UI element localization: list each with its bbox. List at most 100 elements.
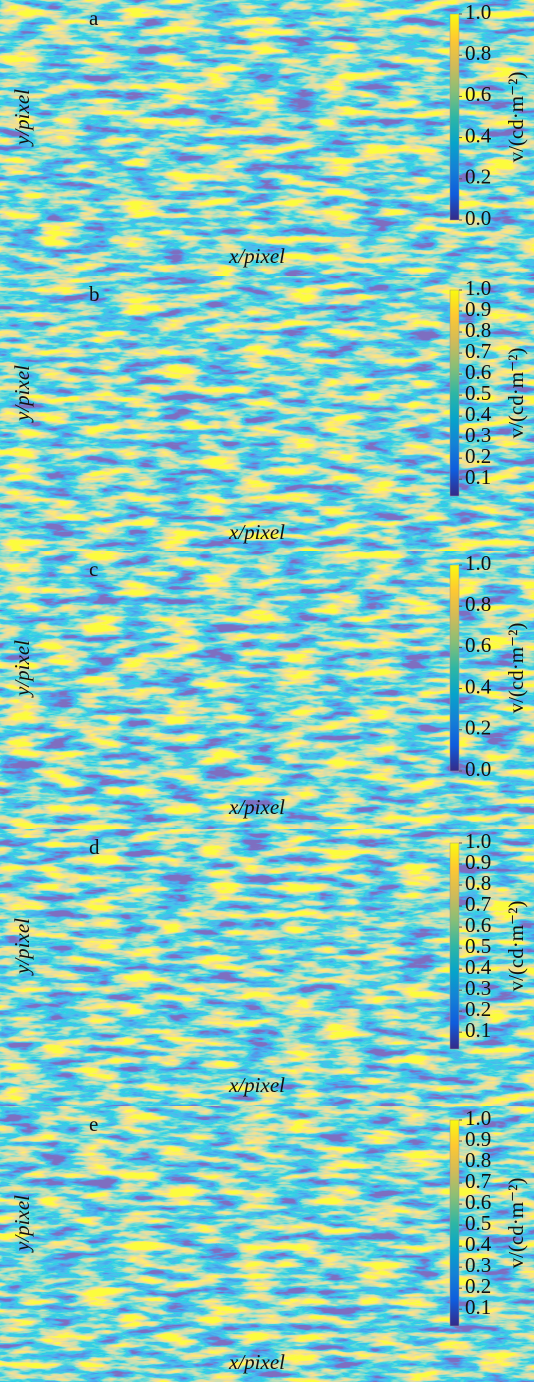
x-tick-label: 20 bbox=[130, 1326, 151, 1350]
colorbar-tick-label: 0.6 bbox=[465, 1190, 491, 1214]
x-tick-label: 40 bbox=[188, 496, 209, 520]
y-axis-label: y/pixel bbox=[10, 640, 34, 698]
colorbar-tick-label: 0.2 bbox=[465, 444, 491, 468]
colorbar-tick-label: 0.4 bbox=[465, 955, 492, 979]
colorbar-label: v/(cd·m⁻²) bbox=[504, 348, 528, 439]
x-axis-label: x/pixel bbox=[228, 795, 285, 819]
y-axis-label: y/pixel bbox=[10, 1195, 34, 1253]
panel: 0 20 40 60 80 100 120 0 50 100 150 200 250 300 b x/pixe… bbox=[10, 276, 528, 544]
x-tick-label: 80 bbox=[305, 496, 326, 520]
x-tick-label: 100 bbox=[358, 1326, 390, 1350]
y-tick-label: 250 bbox=[48, 829, 80, 853]
y-tick-label: 300 bbox=[48, 276, 80, 300]
x-tick-label: 120 bbox=[416, 1326, 448, 1350]
heatmap-image bbox=[82, 322, 389, 496]
x-tick-label: 100 bbox=[358, 220, 390, 244]
colorbar-tick-label: 0.6 bbox=[465, 913, 491, 937]
x-tick-label: 60 bbox=[247, 496, 268, 520]
colorbar-tick-label: 0.8 bbox=[465, 1148, 491, 1172]
y-tick-label: 0 bbox=[69, 482, 80, 506]
x-tick-label: 0 bbox=[77, 771, 88, 795]
colorbar-tick-label: 0.5 bbox=[465, 934, 491, 958]
x-tick-label: 120 bbox=[416, 496, 448, 520]
colorbar-tick-label: 0.5 bbox=[465, 381, 491, 405]
panel: 0 20 40 60 80 100 120 0 50 100 150 200 250 300 e x/pixe… bbox=[10, 1106, 528, 1374]
panel-label: e bbox=[89, 1112, 98, 1136]
y-tick-label: 100 bbox=[48, 688, 80, 712]
y-tick-label: 0 bbox=[69, 206, 80, 230]
y-tick-label: 100 bbox=[48, 137, 80, 161]
x-tick-label: 90 bbox=[387, 1049, 408, 1073]
colorbar-label: v/(cd·m⁻²) bbox=[504, 623, 528, 714]
x-tick-label: 0 bbox=[77, 1326, 88, 1350]
x-tick-label: 60 bbox=[247, 771, 268, 795]
colorbar-label: v/(cd·m⁻²) bbox=[504, 1178, 528, 1269]
heatmap-image bbox=[82, 851, 425, 1049]
colorbar bbox=[449, 564, 460, 772]
colorbar-tick-label: 0.3 bbox=[465, 1253, 491, 1277]
y-tick-label: 300 bbox=[48, 1106, 80, 1130]
y-tick-label: 200 bbox=[48, 68, 80, 92]
y-tick-label: 250 bbox=[48, 585, 80, 609]
x-tick-label: 40 bbox=[212, 1049, 233, 1073]
x-tick-label: 40 bbox=[188, 220, 209, 244]
x-tick-label: 80 bbox=[352, 1049, 373, 1073]
x-tick-label: 80 bbox=[305, 1326, 326, 1350]
colorbar-tick-label: 0.8 bbox=[465, 871, 491, 895]
panel-label: d bbox=[89, 835, 100, 859]
y-tick-label: 150 bbox=[48, 103, 80, 127]
heatmap-image bbox=[82, 27, 427, 220]
y-tick-label: 50 bbox=[58, 447, 79, 471]
x-tick-label: 70 bbox=[317, 1049, 338, 1073]
colorbar-tick-label: 0.0 bbox=[465, 757, 491, 781]
y-tick-label: 150 bbox=[48, 1209, 80, 1233]
y-tick-label: 100 bbox=[48, 413, 80, 437]
panel-label: b bbox=[89, 282, 100, 306]
x-axis-label: x/pixel bbox=[228, 1350, 285, 1374]
y-tick-label: 250 bbox=[48, 1140, 80, 1164]
colorbar-tick-label: 0.2 bbox=[465, 1274, 491, 1298]
y-axis-label: y/pixel bbox=[10, 918, 34, 976]
y-tick-label: 50 bbox=[58, 722, 79, 746]
y-tick-label: 300 bbox=[48, 551, 80, 575]
colorbar-tick-label: 1.0 bbox=[465, 0, 491, 24]
colorbar-tick-label: 0.0 bbox=[465, 206, 491, 230]
colorbar-tick-label: 0.2 bbox=[465, 997, 491, 1021]
y-tick-label: 150 bbox=[48, 379, 80, 403]
colorbar bbox=[449, 13, 460, 221]
colorbar-tick-label: 1.0 bbox=[465, 551, 491, 575]
x-tick-label: 0 bbox=[77, 220, 88, 244]
y-tick-label: 250 bbox=[48, 34, 80, 58]
panel-label: c bbox=[89, 557, 98, 581]
colorbar bbox=[449, 1119, 460, 1327]
panel-label: a bbox=[89, 6, 99, 30]
colorbar-tick-label: 0.3 bbox=[465, 976, 491, 1000]
y-tick-label: 250 bbox=[48, 310, 80, 334]
y-tick-label: 0 bbox=[69, 1312, 80, 1336]
y-tick-label: 100 bbox=[48, 952, 80, 976]
x-axis-label: x/pixel bbox=[228, 244, 285, 268]
y-tick-label: 300 bbox=[48, 0, 80, 24]
x-tick-label: 80 bbox=[305, 220, 326, 244]
heatmap-image bbox=[82, 1141, 409, 1326]
x-tick-label: 20 bbox=[130, 220, 151, 244]
x-tick-label: 60 bbox=[247, 1326, 268, 1350]
colorbar-tick-label: 0.9 bbox=[465, 1127, 491, 1151]
x-tick-label: 100 bbox=[358, 771, 390, 795]
panel: 0 10 20 30 40 50 60 70 80 90 100 0 50 100 150 200 250 d x/… bbox=[10, 829, 528, 1097]
x-tick-label: 0 bbox=[77, 1049, 88, 1073]
colorbar-tick-label: 0.8 bbox=[465, 318, 491, 342]
x-tick-label: 10 bbox=[107, 1049, 128, 1073]
colorbar-tick-label: 0.3 bbox=[465, 423, 491, 447]
y-tick-label: 50 bbox=[58, 171, 79, 195]
y-tick-label: 150 bbox=[48, 911, 80, 935]
colorbar bbox=[449, 289, 460, 497]
colorbar-tick-label: 0.7 bbox=[465, 892, 491, 916]
heatmap-image bbox=[82, 586, 409, 771]
y-tick-label: 200 bbox=[48, 619, 80, 643]
x-tick-label: 60 bbox=[282, 1049, 303, 1073]
panel: 0 20 40 60 80 100 120 0 50 100 150 200 250 300 c x/pixe… bbox=[10, 551, 528, 819]
colorbar-tick-label: 0.7 bbox=[465, 1169, 491, 1193]
colorbar-tick-label: 0.2 bbox=[465, 716, 491, 740]
